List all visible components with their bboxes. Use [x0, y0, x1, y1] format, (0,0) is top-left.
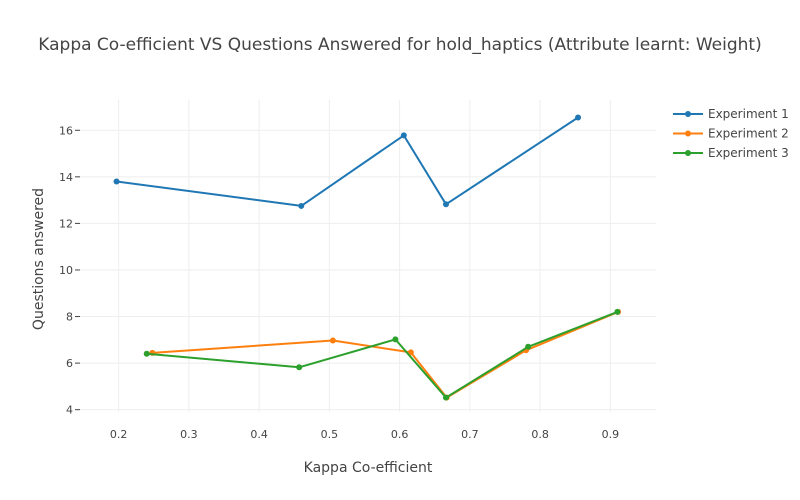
data-point[interactable]: [298, 202, 305, 209]
data-point[interactable]: [442, 394, 449, 401]
data-point[interactable]: [329, 337, 336, 344]
y-tick-label: 16: [59, 124, 73, 137]
data-point[interactable]: [525, 343, 532, 350]
x-tick-label: 0.9: [602, 428, 620, 441]
y-tick-label: 14: [59, 171, 73, 184]
y-tick-label: 4: [66, 404, 73, 417]
x-tick-label: 0.6: [391, 428, 409, 441]
data-point[interactable]: [614, 308, 621, 315]
x-tick-label: 0.2: [110, 428, 128, 441]
x-axis-label: Kappa Co-efficient: [304, 460, 433, 476]
legend-swatch-marker: [685, 130, 691, 137]
y-tick-label: 6: [66, 357, 73, 370]
data-point[interactable]: [392, 336, 399, 343]
series: [113, 114, 622, 401]
y-tick-label: 10: [59, 264, 73, 277]
legend-item[interactable]: Experiment 3: [673, 146, 789, 160]
x-tick-label: 0.4: [250, 428, 268, 441]
data-point[interactable]: [575, 114, 582, 121]
series-line: [152, 310, 619, 399]
legend-item[interactable]: Experiment 1: [673, 107, 789, 121]
series-1: [113, 114, 582, 209]
legend-label: Experiment 1: [708, 107, 789, 121]
x-tick-label: 0.7: [461, 428, 479, 441]
legend-item[interactable]: Experiment 2: [673, 127, 789, 141]
legend-swatch-marker: [685, 150, 691, 156]
data-point[interactable]: [400, 132, 407, 139]
series-2: [149, 308, 622, 401]
legend-swatch-marker: [685, 111, 691, 117]
y-axis-label: Questions answered: [31, 188, 47, 330]
tick-labels: 0.2 0.3 0.4 0.5 0.6 0.7 0.8 0.9 4 6 8 10 12 14 16: [59, 124, 619, 441]
data-point[interactable]: [442, 201, 449, 208]
x-tick-label: 0.5: [321, 428, 339, 441]
series-3: [143, 308, 621, 401]
x-tick-label: 0.3: [180, 428, 198, 441]
legend-label: Experiment 2: [708, 127, 789, 141]
x-tick-label: 0.8: [531, 428, 549, 441]
data-point[interactable]: [143, 350, 150, 357]
grid: [80, 100, 656, 412]
legend[interactable]: Experiment 1 Experiment 2 Experiment 3: [673, 107, 789, 160]
y-tick-label: 12: [59, 217, 73, 230]
legend-label: Experiment 3: [708, 146, 789, 160]
series-line: [146, 310, 618, 399]
y-tick-label: 8: [66, 311, 73, 324]
chart-title: Kappa Co-efficient VS Questions Answered…: [38, 35, 761, 55]
data-point[interactable]: [407, 349, 414, 356]
data-point[interactable]: [296, 364, 303, 371]
data-point[interactable]: [113, 178, 120, 185]
